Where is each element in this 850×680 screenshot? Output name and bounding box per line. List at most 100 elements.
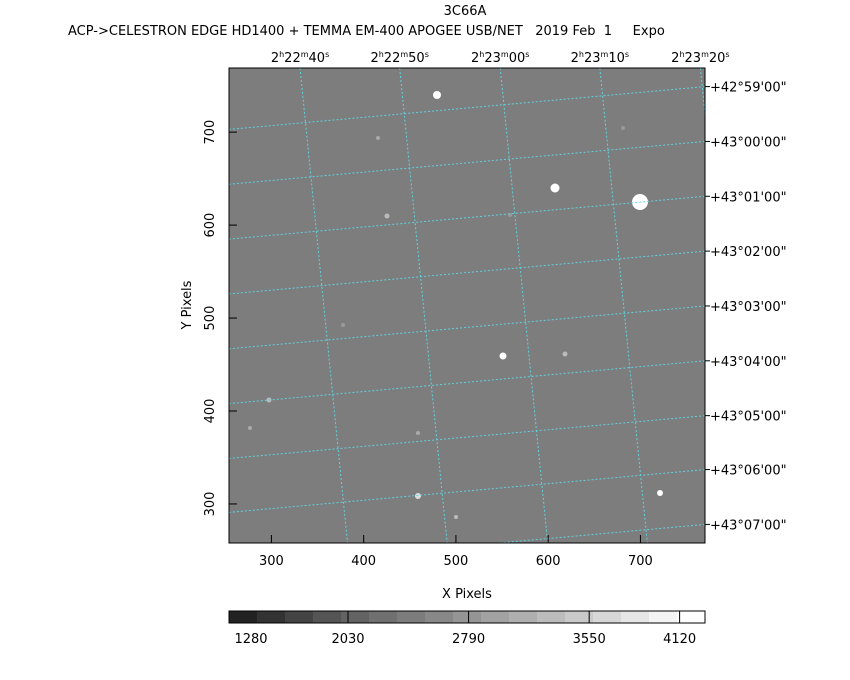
ra-label-part: 2 [571,51,579,66]
dec-tick-label: +43°06'00" [710,464,787,479]
ra-tick-label: 2h23m00s [471,50,529,66]
star [433,91,441,99]
x-tick-label: 400 [351,554,376,569]
ra-label-part: h [479,50,484,59]
star [416,431,420,435]
ra-label-part: 2 [671,51,679,66]
colorbar-swatch [285,611,314,623]
y-tick-label: 300 [203,492,218,517]
wcs-grid [229,68,705,543]
y-tick-label: 500 [203,306,218,331]
ra-tick-label: 2h23m20s [671,50,729,66]
ra-label-part: h [579,50,584,59]
colorbar-swatch [621,611,650,623]
ra-grid-line [599,68,648,543]
chart-subtitle: ACP->CELESTRON EDGE HD1400 + TEMMA EM-40… [68,24,665,39]
ra-tick-label: 2h23m10s [571,50,629,66]
colorbar-swatch [425,611,454,623]
colorbar-swatch [565,611,594,623]
dec-tick-label: +43°01'00" [710,190,787,205]
ra-label-part: 22 [384,51,401,66]
ra-label-part: 2 [271,51,279,66]
ra-label-part: h [279,50,284,59]
ra-label-part: 23 [584,51,601,66]
ra-label-part: s [525,50,529,59]
ra-tick-label: 2h22m40s [271,50,329,66]
ra-label-part: m [501,50,509,59]
dec-tick-label: +43°05'00" [710,410,787,425]
ra-label-part: m [301,50,309,59]
ra-label-part: h [379,50,384,59]
dec-tick-label: +43°00'00" [710,135,787,150]
ra-label-part: h [679,50,684,59]
colorbar-tick-label: 1280 [234,632,267,647]
colorbar-tick-label: 4120 [663,632,696,647]
x-tick-label: 300 [259,554,284,569]
colorbar-swatch [649,611,678,623]
ra-label-part: 10 [608,51,625,66]
ra-label-part: m [400,50,408,59]
colorbar-tick-label: 2790 [452,632,485,647]
ra-label-part: 40 [309,51,326,66]
dec-tick-label: +43°07'00" [710,518,787,533]
ra-grid-line [499,68,549,543]
colorbar-swatch [677,611,706,623]
image-area [229,68,705,543]
dec-tick-label: +43°04'00" [710,355,787,370]
x-tick-label: 600 [536,554,561,569]
colorbar-swatch [593,611,622,623]
colorbar-tick-label: 2030 [331,632,364,647]
ra-label-part: s [725,50,729,59]
dec-tick-label: +42°59'00" [710,81,787,96]
ra-label-part: s [625,50,629,59]
x-tick-label: 700 [628,554,653,569]
ra-label-part: 2 [370,51,378,66]
colorbar-swatch [453,611,482,623]
y-axis-label: Y Pixels [180,280,195,330]
ra-label-part: 20 [709,51,726,66]
colorbar-swatch [257,611,286,623]
star [657,490,663,496]
ra-tick-label: 2h22m50s [370,50,428,66]
star [550,183,560,193]
star [376,136,380,140]
ra-label-part: 2 [471,51,479,66]
star [415,493,421,499]
colorbar-swatch [229,611,258,623]
colorbar-tick-label: 3550 [573,632,606,647]
star [384,213,390,219]
ra-label-part: 50 [408,51,425,66]
colorbar-swatch [509,611,538,623]
y-tick-label: 700 [203,120,218,145]
star [499,352,507,360]
star [454,515,458,519]
colorbar-swatch [341,611,370,623]
x-tick-label: 500 [444,554,469,569]
dec-tick-label: +43°03'00" [710,300,787,315]
stars [248,91,663,519]
star [248,426,252,430]
ra-label-part: 22 [284,51,301,66]
colorbar-swatch [369,611,398,623]
ra-label-part: 23 [484,51,501,66]
chart-title: 3C66A [444,4,487,19]
ra-label-part: m [701,50,709,59]
dec-tick-label: +43°02'00" [710,245,787,260]
ra-label-part: 00 [509,51,526,66]
star [621,126,625,130]
y-tick-label: 400 [203,399,218,424]
ra-grid-line [299,68,349,543]
ra-grid-line [399,68,448,543]
colorbar-swatch [397,611,426,623]
colorbar-swatch [481,611,510,623]
ra-label-part: s [325,50,329,59]
x-axis-label: X Pixels [442,587,492,602]
colorbar-swatch [537,611,566,623]
star [562,351,568,357]
star [341,323,345,327]
y-tick-label: 600 [203,213,218,238]
ra-label-part: m [601,50,609,59]
ra-label-part: s [425,50,429,59]
ra-label-part: 23 [685,51,702,66]
